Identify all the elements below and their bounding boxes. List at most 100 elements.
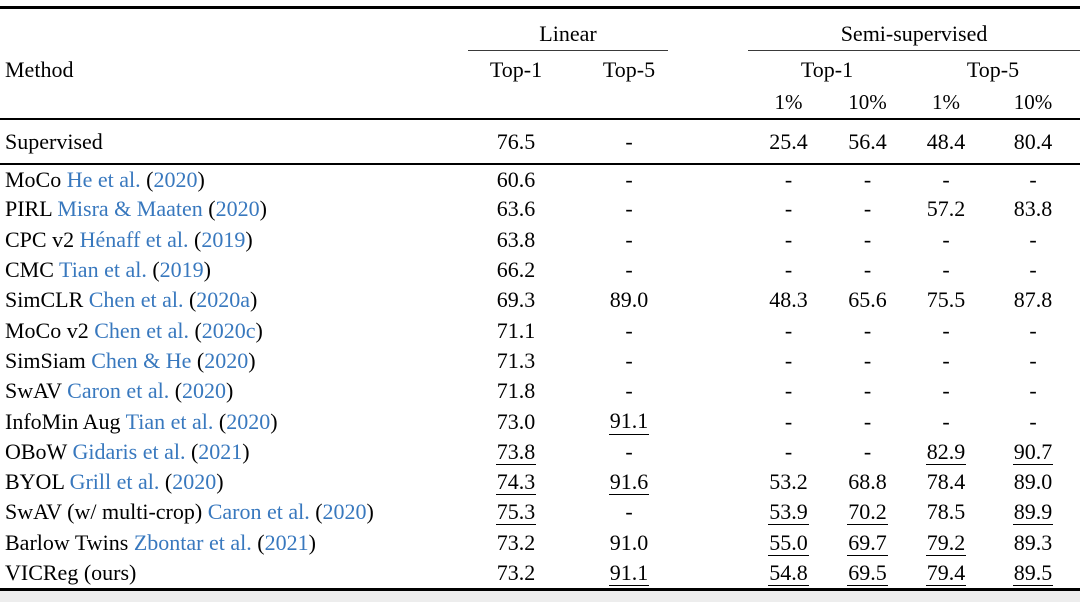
metric-value: 53.9 bbox=[768, 499, 809, 526]
citation-link[interactable]: Zbontar et al. bbox=[133, 529, 252, 555]
citation-year-link[interactable]: 2021 bbox=[264, 529, 309, 555]
method-name: Supervised bbox=[5, 128, 103, 154]
value-cell: 89.5 bbox=[986, 558, 1080, 588]
citation-year-link[interactable]: 2020 bbox=[322, 499, 367, 525]
metric-value: - bbox=[1029, 166, 1037, 192]
citation-year-link[interactable]: 2021 bbox=[198, 438, 243, 464]
metric-value: - bbox=[942, 378, 950, 404]
value-cell: - bbox=[748, 225, 829, 255]
value-cell: 91.1 bbox=[572, 406, 686, 436]
citation-link[interactable]: Hénaff et al. bbox=[79, 226, 189, 252]
metric-value: 91.1 bbox=[608, 559, 650, 587]
value-cell: 57.2 bbox=[906, 194, 986, 224]
metric-value: - bbox=[784, 196, 793, 222]
value-cell: 89.3 bbox=[986, 528, 1080, 558]
value-cell: 55.0 bbox=[748, 528, 829, 558]
value-cell: - bbox=[906, 376, 986, 406]
citation-year-link[interactable]: 2020 bbox=[215, 196, 260, 222]
table-row: SimSiam Chen & He (2020) 71.3 - - - - - bbox=[0, 346, 1080, 376]
metric-value: 66.2 bbox=[496, 257, 536, 283]
value-cell: - bbox=[748, 406, 829, 436]
value-cell: - bbox=[572, 255, 686, 285]
metric-value: - bbox=[625, 378, 633, 404]
metric-value: 91.0 bbox=[609, 529, 649, 555]
column-spacer bbox=[686, 9, 748, 51]
citation-link[interactable]: Chen et al. bbox=[88, 287, 184, 313]
metric-value: 80.4 bbox=[1013, 128, 1053, 154]
metric-value: 91.1 bbox=[608, 408, 650, 435]
citation-link[interactable]: He et al. bbox=[66, 166, 141, 192]
citation-year-link[interactable]: 2020 bbox=[204, 347, 249, 373]
metric-value: 78.5 bbox=[926, 499, 966, 525]
value-cell: 48.4 bbox=[906, 119, 986, 165]
value-cell: - bbox=[572, 225, 686, 255]
value-cell: 73.2 bbox=[460, 558, 572, 588]
table-row: CPC v2 Hénaff et al. (2019) 63.8 - - - - - bbox=[0, 225, 1080, 255]
value-cell: 83.8 bbox=[986, 194, 1080, 224]
metric-value: - bbox=[625, 226, 633, 252]
value-cell: - bbox=[906, 164, 986, 194]
value-cell: 89.0 bbox=[986, 467, 1080, 497]
method-cell: SwAV (w/ multi-crop) Caron et al. (2020) bbox=[5, 499, 374, 525]
citation-year-link[interactable]: 2020 bbox=[182, 378, 227, 404]
citation-link[interactable]: Tian et al. bbox=[125, 408, 214, 434]
metric-value: 53.2 bbox=[769, 469, 808, 495]
citation-link[interactable]: Caron et al. bbox=[67, 378, 170, 404]
value-cell: 76.5 bbox=[460, 119, 572, 165]
citation-link[interactable]: Tian et al. bbox=[59, 257, 147, 283]
method-name: SwAV (w/ multi-crop) bbox=[5, 499, 203, 525]
citation-link[interactable]: Chen et al. bbox=[94, 317, 189, 343]
table-row: MoCo v2 Chen et al. (2020c) 71.1 - - - - - bbox=[0, 315, 1080, 345]
metric-value: - bbox=[784, 226, 793, 252]
citation-link[interactable]: Chen & He bbox=[91, 347, 192, 373]
results-table-wrapper: Linear Semi-supervised Method Top-1 Top-… bbox=[0, 6, 1080, 592]
value-cell: - bbox=[829, 376, 906, 406]
value-cell: - bbox=[748, 437, 829, 467]
blank-cell bbox=[0, 89, 460, 120]
value-cell: - bbox=[986, 255, 1080, 285]
column-spacer bbox=[686, 376, 748, 406]
metric-value: - bbox=[784, 317, 793, 343]
citation-link[interactable]: Misra & Maaten bbox=[57, 196, 203, 222]
citation-year-link[interactable]: 2020a bbox=[196, 287, 251, 313]
column-header-row: Method Top-1 Top-5 Top-1 Top-5 bbox=[0, 51, 1080, 89]
value-cell: 65.6 bbox=[829, 285, 906, 315]
table-row: BYOL Grill et al. (2020) 74.3 91.6 53.2 68.8… bbox=[0, 467, 1080, 497]
metric-value: 79.2 bbox=[925, 529, 967, 556]
value-cell: 82.9 bbox=[906, 437, 986, 467]
value-cell: 79.4 bbox=[906, 558, 986, 588]
value-cell: 53.9 bbox=[748, 497, 829, 527]
metric-value: 69.7 bbox=[847, 529, 888, 556]
metric-value: - bbox=[942, 347, 950, 373]
value-cell: 60.6 bbox=[460, 164, 572, 194]
value-cell: 80.4 bbox=[986, 119, 1080, 165]
metric-value: - bbox=[863, 166, 872, 192]
citation-link[interactable]: Gidaris et al. bbox=[72, 438, 186, 464]
column-spacer bbox=[686, 467, 748, 497]
value-cell: - bbox=[986, 376, 1080, 406]
method-cell: Barlow Twins Zbontar et al. (2021) bbox=[5, 529, 316, 555]
metric-value: - bbox=[863, 347, 872, 373]
citation-year-link[interactable]: 2019 bbox=[159, 257, 204, 283]
blank-cell bbox=[572, 89, 686, 120]
metric-value: - bbox=[863, 378, 872, 404]
metric-value: 89.0 bbox=[1013, 469, 1053, 495]
citation-link[interactable]: Caron et al. bbox=[207, 499, 310, 525]
table-row: Barlow Twins Zbontar et al. (2021) 73.2 91… bbox=[0, 528, 1080, 558]
citation-year-link[interactable]: 2019 bbox=[201, 226, 246, 252]
citation-year-link[interactable]: 2020 bbox=[153, 166, 198, 192]
method-cell: InfoMin Aug Tian et al. (2020) bbox=[5, 408, 278, 434]
semi-supervised-group-header: Semi-supervised bbox=[748, 21, 1080, 51]
citation-year-link[interactable]: 2020 bbox=[172, 469, 217, 495]
citation-year-link[interactable]: 2020c bbox=[201, 317, 256, 343]
value-cell: 69.7 bbox=[829, 528, 906, 558]
citation-year-link[interactable]: 2020 bbox=[226, 408, 271, 434]
value-cell: 53.2 bbox=[748, 467, 829, 497]
method-cell: MoCo v2 Chen et al. (2020c) bbox=[5, 317, 263, 343]
citation-link[interactable]: Grill et al. bbox=[69, 469, 160, 495]
linear-top5-header: Top-5 bbox=[602, 57, 656, 82]
value-cell: 56.4 bbox=[829, 119, 906, 165]
subcolumn-header-row: 1% 10% 1% 10% bbox=[0, 89, 1080, 120]
column-spacer bbox=[686, 497, 748, 527]
table-row: OBoW Gidaris et al. (2021) 73.8 - - - 82.9 90.… bbox=[0, 437, 1080, 467]
